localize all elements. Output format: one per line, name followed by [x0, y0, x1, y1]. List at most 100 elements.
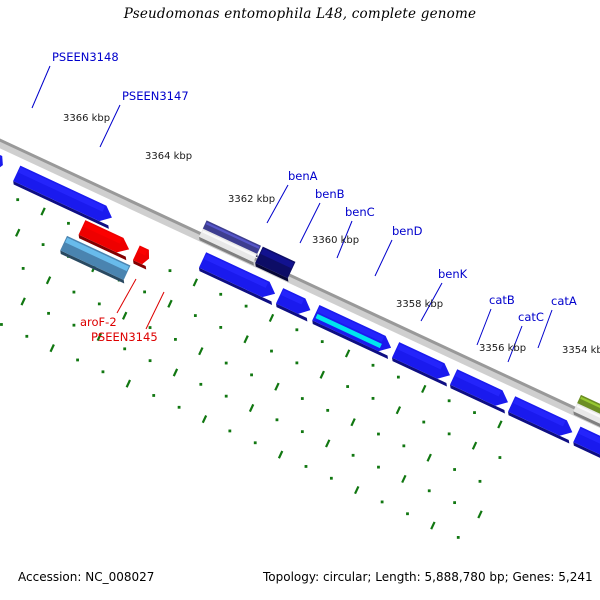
gene-label-aroF-2[interactable]: aroF-2 — [80, 315, 117, 329]
gene-aroF2[interactable] — [78, 220, 130, 261]
gene-benB-up-side — [255, 262, 289, 282]
tick-mark — [47, 311, 50, 315]
gene-psee3147-highlight — [205, 222, 260, 249]
tick-mark — [49, 344, 55, 353]
tick-mark — [447, 432, 451, 436]
gene-benE-side — [450, 384, 505, 414]
leader-line-catC — [507, 325, 523, 363]
gene-aroF2-side — [78, 234, 127, 261]
gene-psee3145[interactable] — [60, 235, 131, 284]
gene-benD-side — [392, 357, 447, 387]
tick-mark — [148, 326, 152, 329]
gene-psee3145-side — [60, 250, 125, 284]
gene-spacer-1-highlight — [202, 230, 256, 257]
gene-benB-up[interactable] — [255, 246, 296, 282]
gene-benK-side — [508, 411, 570, 444]
leader-lines-layer — [31, 65, 553, 363]
tick-mark — [300, 430, 304, 434]
accession-text: Accession: NC_008027 — [18, 570, 155, 584]
tick-mark — [473, 411, 476, 414]
tick-mark — [219, 326, 223, 329]
tick-mark — [325, 439, 331, 448]
tick-mark — [426, 453, 432, 462]
gene-label-benD[interactable]: benD — [392, 224, 423, 238]
tick-mark — [244, 304, 248, 308]
tick-mark — [219, 292, 223, 296]
tick-mark — [427, 489, 431, 493]
gene-spacer-2-highlight — [576, 404, 600, 418]
gene-catB-up-highlight — [580, 396, 600, 408]
genes-layer — [0, 151, 600, 469]
gene-psee3148-side — [13, 180, 109, 229]
gene-label-catA[interactable]: catA — [551, 294, 577, 308]
tick-mark — [250, 373, 253, 377]
tick-mark — [300, 397, 304, 400]
tick-mark — [45, 276, 52, 285]
gene-spacer-2[interactable] — [573, 403, 600, 439]
tick-mark — [456, 536, 460, 539]
tick-mark — [277, 450, 284, 459]
gene-label-PSEEN3148[interactable]: PSEEN3148 — [52, 50, 119, 64]
gene-label-benK[interactable]: benK — [438, 267, 468, 281]
tick-mark — [371, 396, 375, 400]
leader-line-PSEEN3148 — [31, 65, 51, 109]
tick-mark — [167, 299, 173, 308]
tick-mark — [395, 406, 402, 415]
gene-benE[interactable] — [450, 369, 509, 414]
scale-3364: 3364 kbp — [145, 151, 193, 162]
tick-mark — [16, 198, 20, 202]
tick-mark — [275, 418, 279, 422]
tick-mark — [270, 349, 273, 353]
gene-psee3148[interactable] — [13, 165, 112, 229]
gene-benC[interactable] — [312, 305, 392, 360]
gene-benA[interactable] — [198, 252, 276, 305]
gene-benA-side — [198, 267, 273, 305]
gene-benE-highlight — [455, 371, 501, 397]
tick-mark — [295, 361, 299, 365]
page-title: Pseudomonas entomophila L48, complete ge… — [123, 6, 477, 22]
tick-mark — [177, 405, 181, 409]
tick-mark — [243, 335, 249, 344]
gene-spacer-1-side — [199, 236, 254, 266]
gene-catB[interactable] — [573, 426, 600, 469]
genome-axis-shadow — [0, 140, 600, 429]
tick-mark — [346, 385, 350, 388]
gene-benB-highlight — [281, 289, 304, 305]
gene-benD[interactable] — [392, 342, 450, 387]
leader-line-PSEEN3145 — [145, 291, 165, 330]
gene-benB[interactable] — [276, 288, 311, 322]
gene-aroF2-tip[interactable] — [132, 245, 150, 270]
tick-mark — [72, 323, 76, 327]
gene-catB-side — [573, 442, 600, 458]
tick-mark — [329, 476, 333, 480]
tick-mark — [295, 328, 299, 332]
gene-benK[interactable] — [508, 396, 573, 444]
gene-label-benA[interactable]: benA — [288, 169, 318, 183]
gene-benB-body — [276, 288, 311, 314]
gene-label-benB[interactable]: benB — [315, 187, 345, 201]
scale-3358: 3358 kbp — [396, 299, 444, 310]
topology-text: Topology: circular; Length: 5,888,780 bp… — [263, 570, 593, 584]
gene-psee3148b[interactable] — [0, 151, 3, 176]
gene-spacer-1[interactable] — [199, 228, 258, 266]
tick-mark — [371, 363, 375, 367]
gene-benB-up-highlight — [260, 248, 294, 269]
gene-label-catC[interactable]: catC — [518, 310, 544, 324]
gene-spacer-2-side — [573, 411, 600, 427]
scale-3360: 3360 kbp — [312, 235, 360, 246]
gene-label-benC[interactable]: benC — [345, 205, 375, 219]
gene-label-PSEEN3145[interactable]: PSEEN3145 — [91, 330, 158, 344]
tick-mark — [123, 347, 127, 351]
scale-3362: 3362 kbp — [228, 194, 276, 205]
gene-aroF2-tip-highlight — [137, 247, 148, 256]
leader-line-benC — [336, 220, 353, 259]
gene-label-catB[interactable]: catB — [489, 293, 515, 307]
tick-mark — [320, 340, 324, 344]
tick-mark — [268, 313, 275, 323]
tick-mark — [377, 465, 380, 469]
leader-line-PSEEN3147 — [99, 104, 121, 148]
gene-label-PSEEN3147[interactable]: PSEEN3147 — [122, 89, 189, 103]
scale-3366: 3366 kbp — [63, 113, 111, 124]
tick-mark — [344, 349, 351, 358]
tick-mark — [351, 453, 355, 457]
